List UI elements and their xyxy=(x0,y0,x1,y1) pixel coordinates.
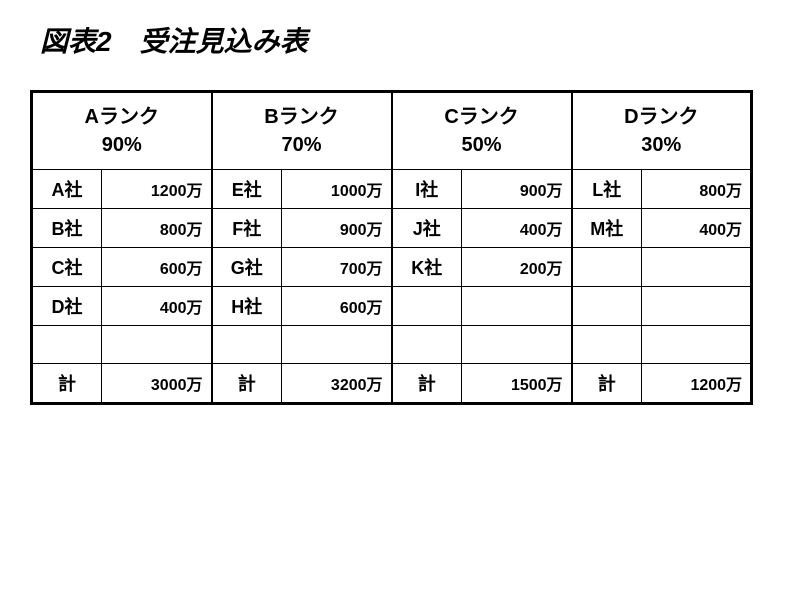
chart-title: 図表2 受注見込み表 xyxy=(30,20,770,60)
company-cell: A社 xyxy=(32,170,102,209)
company-cell: D社 xyxy=(32,287,102,326)
company-cell: H社 xyxy=(212,287,282,326)
value-cell xyxy=(642,287,752,326)
company-cell: G社 xyxy=(212,248,282,287)
value-cell: 800万 xyxy=(642,170,752,209)
sum-label: 計 xyxy=(32,364,102,404)
company-cell: B社 xyxy=(32,209,102,248)
rank-header-a: Aランク 90% xyxy=(32,92,212,170)
rank-name: Cランク xyxy=(444,106,518,128)
company-cell xyxy=(32,326,102,364)
rank-percent: 50% xyxy=(462,134,502,156)
company-cell: E社 xyxy=(212,170,282,209)
company-cell: M社 xyxy=(572,209,642,248)
value-cell xyxy=(462,326,572,364)
sum-label: 計 xyxy=(212,364,282,404)
value-cell: 200万 xyxy=(462,248,572,287)
table-row: C社 600万 G社 700万 K社 200万 xyxy=(32,248,752,287)
company-cell xyxy=(572,326,642,364)
company-cell: I社 xyxy=(392,170,462,209)
value-cell: 400万 xyxy=(102,287,212,326)
company-cell: K社 xyxy=(392,248,462,287)
rank-header-d: Dランク 30% xyxy=(572,92,752,170)
rank-header-c: Cランク 50% xyxy=(392,92,572,170)
company-cell xyxy=(392,287,462,326)
sum-label: 計 xyxy=(392,364,462,404)
rank-name: Bランク xyxy=(264,106,338,128)
table-row: B社 800万 F社 900万 J社 400万 M社 400万 xyxy=(32,209,752,248)
rank-header-b: Bランク 70% xyxy=(212,92,392,170)
company-cell xyxy=(392,326,462,364)
value-cell: 400万 xyxy=(462,209,572,248)
value-cell xyxy=(462,287,572,326)
value-cell xyxy=(282,326,392,364)
value-cell: 1000万 xyxy=(282,170,392,209)
value-cell xyxy=(102,326,212,364)
table-row xyxy=(32,326,752,364)
header-row: Aランク 90% Bランク 70% Cランク 50% Dランク 30% xyxy=(32,92,752,170)
table-row: D社 400万 H社 600万 xyxy=(32,287,752,326)
company-cell xyxy=(212,326,282,364)
value-cell: 800万 xyxy=(102,209,212,248)
company-cell: F社 xyxy=(212,209,282,248)
company-cell: J社 xyxy=(392,209,462,248)
rank-percent: 30% xyxy=(641,134,681,156)
rank-percent: 90% xyxy=(102,134,142,156)
value-cell: 700万 xyxy=(282,248,392,287)
sum-value: 1200万 xyxy=(642,364,752,404)
value-cell: 1200万 xyxy=(102,170,212,209)
sum-row: 計 3000万 計 3200万 計 1500万 計 1200万 xyxy=(32,364,752,404)
forecast-table: Aランク 90% Bランク 70% Cランク 50% Dランク 30% xyxy=(30,90,753,405)
company-cell xyxy=(572,287,642,326)
table-row: A社 1200万 E社 1000万 I社 900万 L社 800万 xyxy=(32,170,752,209)
value-cell: 900万 xyxy=(282,209,392,248)
value-cell: 400万 xyxy=(642,209,752,248)
rank-name: Dランク xyxy=(624,106,698,128)
rank-percent: 70% xyxy=(282,134,322,156)
value-cell: 600万 xyxy=(282,287,392,326)
company-cell: C社 xyxy=(32,248,102,287)
value-cell: 900万 xyxy=(462,170,572,209)
value-cell: 600万 xyxy=(102,248,212,287)
sum-value: 3000万 xyxy=(102,364,212,404)
value-cell xyxy=(642,248,752,287)
company-cell: L社 xyxy=(572,170,642,209)
rank-name: Aランク xyxy=(85,106,159,128)
value-cell xyxy=(642,326,752,364)
sum-value: 3200万 xyxy=(282,364,392,404)
sum-value: 1500万 xyxy=(462,364,572,404)
sum-label: 計 xyxy=(572,364,642,404)
company-cell xyxy=(572,248,642,287)
